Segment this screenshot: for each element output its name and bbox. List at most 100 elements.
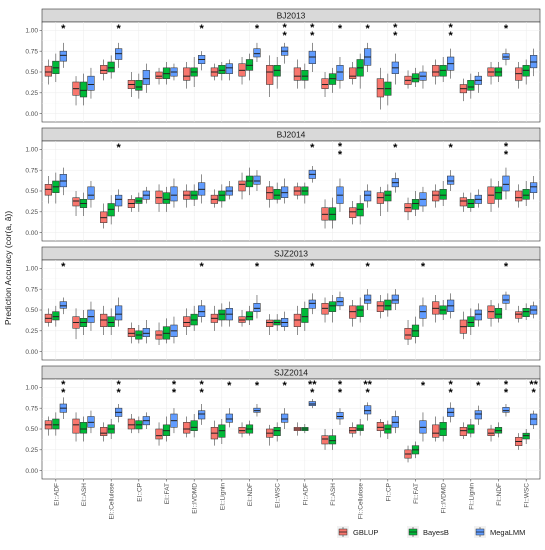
significance-star: *: [421, 261, 426, 273]
box-megalmm: [502, 291, 510, 310]
box-bayesb: [467, 419, 475, 438]
box-iqr: [439, 189, 447, 200]
box-iqr: [127, 418, 135, 430]
box-iqr: [253, 175, 261, 185]
box-gblup: [293, 182, 301, 200]
box-gblup: [515, 184, 523, 208]
box-iqr: [376, 301, 384, 312]
y-tick-label: 0.25: [25, 328, 38, 335]
box-iqr: [72, 418, 80, 434]
box-iqr: [411, 73, 420, 83]
box-megalmm: [364, 402, 372, 421]
significance-marker: **: [282, 22, 287, 42]
box-iqr: [467, 80, 475, 91]
significance-marker: **: [393, 22, 398, 42]
legend-label: BayesB: [423, 528, 449, 537]
box-iqr: [474, 309, 482, 321]
box-iqr: [253, 303, 261, 312]
box-gblup: [459, 311, 467, 340]
box-iqr: [356, 305, 364, 317]
x-tick-label: EI::ASH: [81, 483, 88, 506]
box-bayesb: [135, 416, 143, 434]
box-iqr: [135, 80, 143, 91]
box-iqr: [432, 424, 440, 438]
box-bayesb: [356, 419, 364, 436]
significance-marker: *: [227, 380, 232, 392]
significance-star: *: [338, 149, 343, 161]
box-bayesb: [218, 303, 226, 327]
significance-star: *: [504, 141, 509, 153]
facet-title: BJ2014: [277, 130, 306, 140]
box-bayesb: [162, 318, 171, 344]
box-gblup: [266, 424, 274, 446]
box-gblup: [72, 308, 80, 340]
box-megalmm: [364, 42, 372, 72]
significance-star: *: [282, 380, 287, 392]
facet-title: BJ2013: [277, 11, 306, 21]
box-gblup: [44, 176, 52, 204]
box-megalmm: [170, 63, 178, 81]
box-bayesb: [52, 412, 60, 436]
box-iqr: [502, 294, 510, 304]
box-bayesb: [411, 441, 420, 459]
significance-marker: ***: [529, 379, 538, 399]
box-bayesb: [494, 422, 503, 438]
x-tick-label: FI::FAT: [413, 483, 420, 504]
box-megalmm: [225, 181, 233, 200]
significance-marker: *: [338, 23, 343, 35]
box-bayesb: [245, 167, 254, 196]
box-gblup: [293, 305, 301, 335]
box-megalmm: [253, 295, 261, 319]
significance-marker: *: [421, 380, 426, 392]
legend-label: MegaLMM: [490, 528, 525, 537]
box-bayesb: [301, 63, 309, 89]
box-iqr: [364, 294, 372, 304]
significance-marker: *: [504, 261, 509, 273]
significance-star: *: [365, 261, 370, 273]
box-gblup: [404, 445, 412, 463]
box-bayesb: [301, 301, 309, 331]
box-iqr: [336, 65, 344, 81]
significance-star: *: [338, 141, 343, 153]
box-gblup: [72, 76, 80, 106]
box-megalmm: [474, 189, 482, 208]
box-gblup: [155, 422, 163, 446]
box-gblup: [238, 422, 246, 438]
box-iqr: [162, 192, 171, 204]
box-gblup: [293, 59, 301, 89]
box-gblup: [432, 184, 440, 208]
box-bayesb: [439, 416, 447, 442]
box-iqr: [273, 427, 281, 436]
significance-star: *: [365, 387, 370, 399]
box-gblup: [238, 172, 246, 200]
box-bayesb: [107, 419, 115, 439]
box-megalmm: [59, 42, 67, 68]
box-megalmm: [253, 42, 261, 62]
box-iqr: [515, 311, 523, 319]
box-megalmm: [253, 170, 261, 191]
box-iqr: [328, 435, 337, 445]
box-iqr: [447, 175, 455, 185]
box-iqr: [432, 65, 440, 77]
y-tick-label: 0.25: [25, 90, 38, 97]
significance-marker: *: [61, 23, 66, 35]
box-megalmm: [502, 48, 510, 66]
box-iqr: [44, 65, 52, 77]
box-gblup: [404, 197, 412, 221]
box-megalmm: [170, 178, 178, 208]
box-iqr: [467, 316, 475, 327]
box-bayesb: [135, 325, 143, 344]
box-bayesb: [107, 308, 115, 335]
box-megalmm: [87, 67, 95, 99]
box-iqr: [52, 418, 60, 430]
box-iqr: [364, 190, 372, 202]
significance-star: *: [199, 261, 204, 273]
box-iqr: [349, 207, 357, 218]
box-megalmm: [59, 397, 67, 419]
box-megalmm: [225, 59, 233, 81]
box-gblup: [183, 62, 191, 89]
y-tick-label: 0.50: [25, 426, 38, 433]
box-gblup: [127, 414, 135, 434]
box-megalmm: [530, 410, 538, 429]
box-megalmm: [391, 53, 399, 85]
